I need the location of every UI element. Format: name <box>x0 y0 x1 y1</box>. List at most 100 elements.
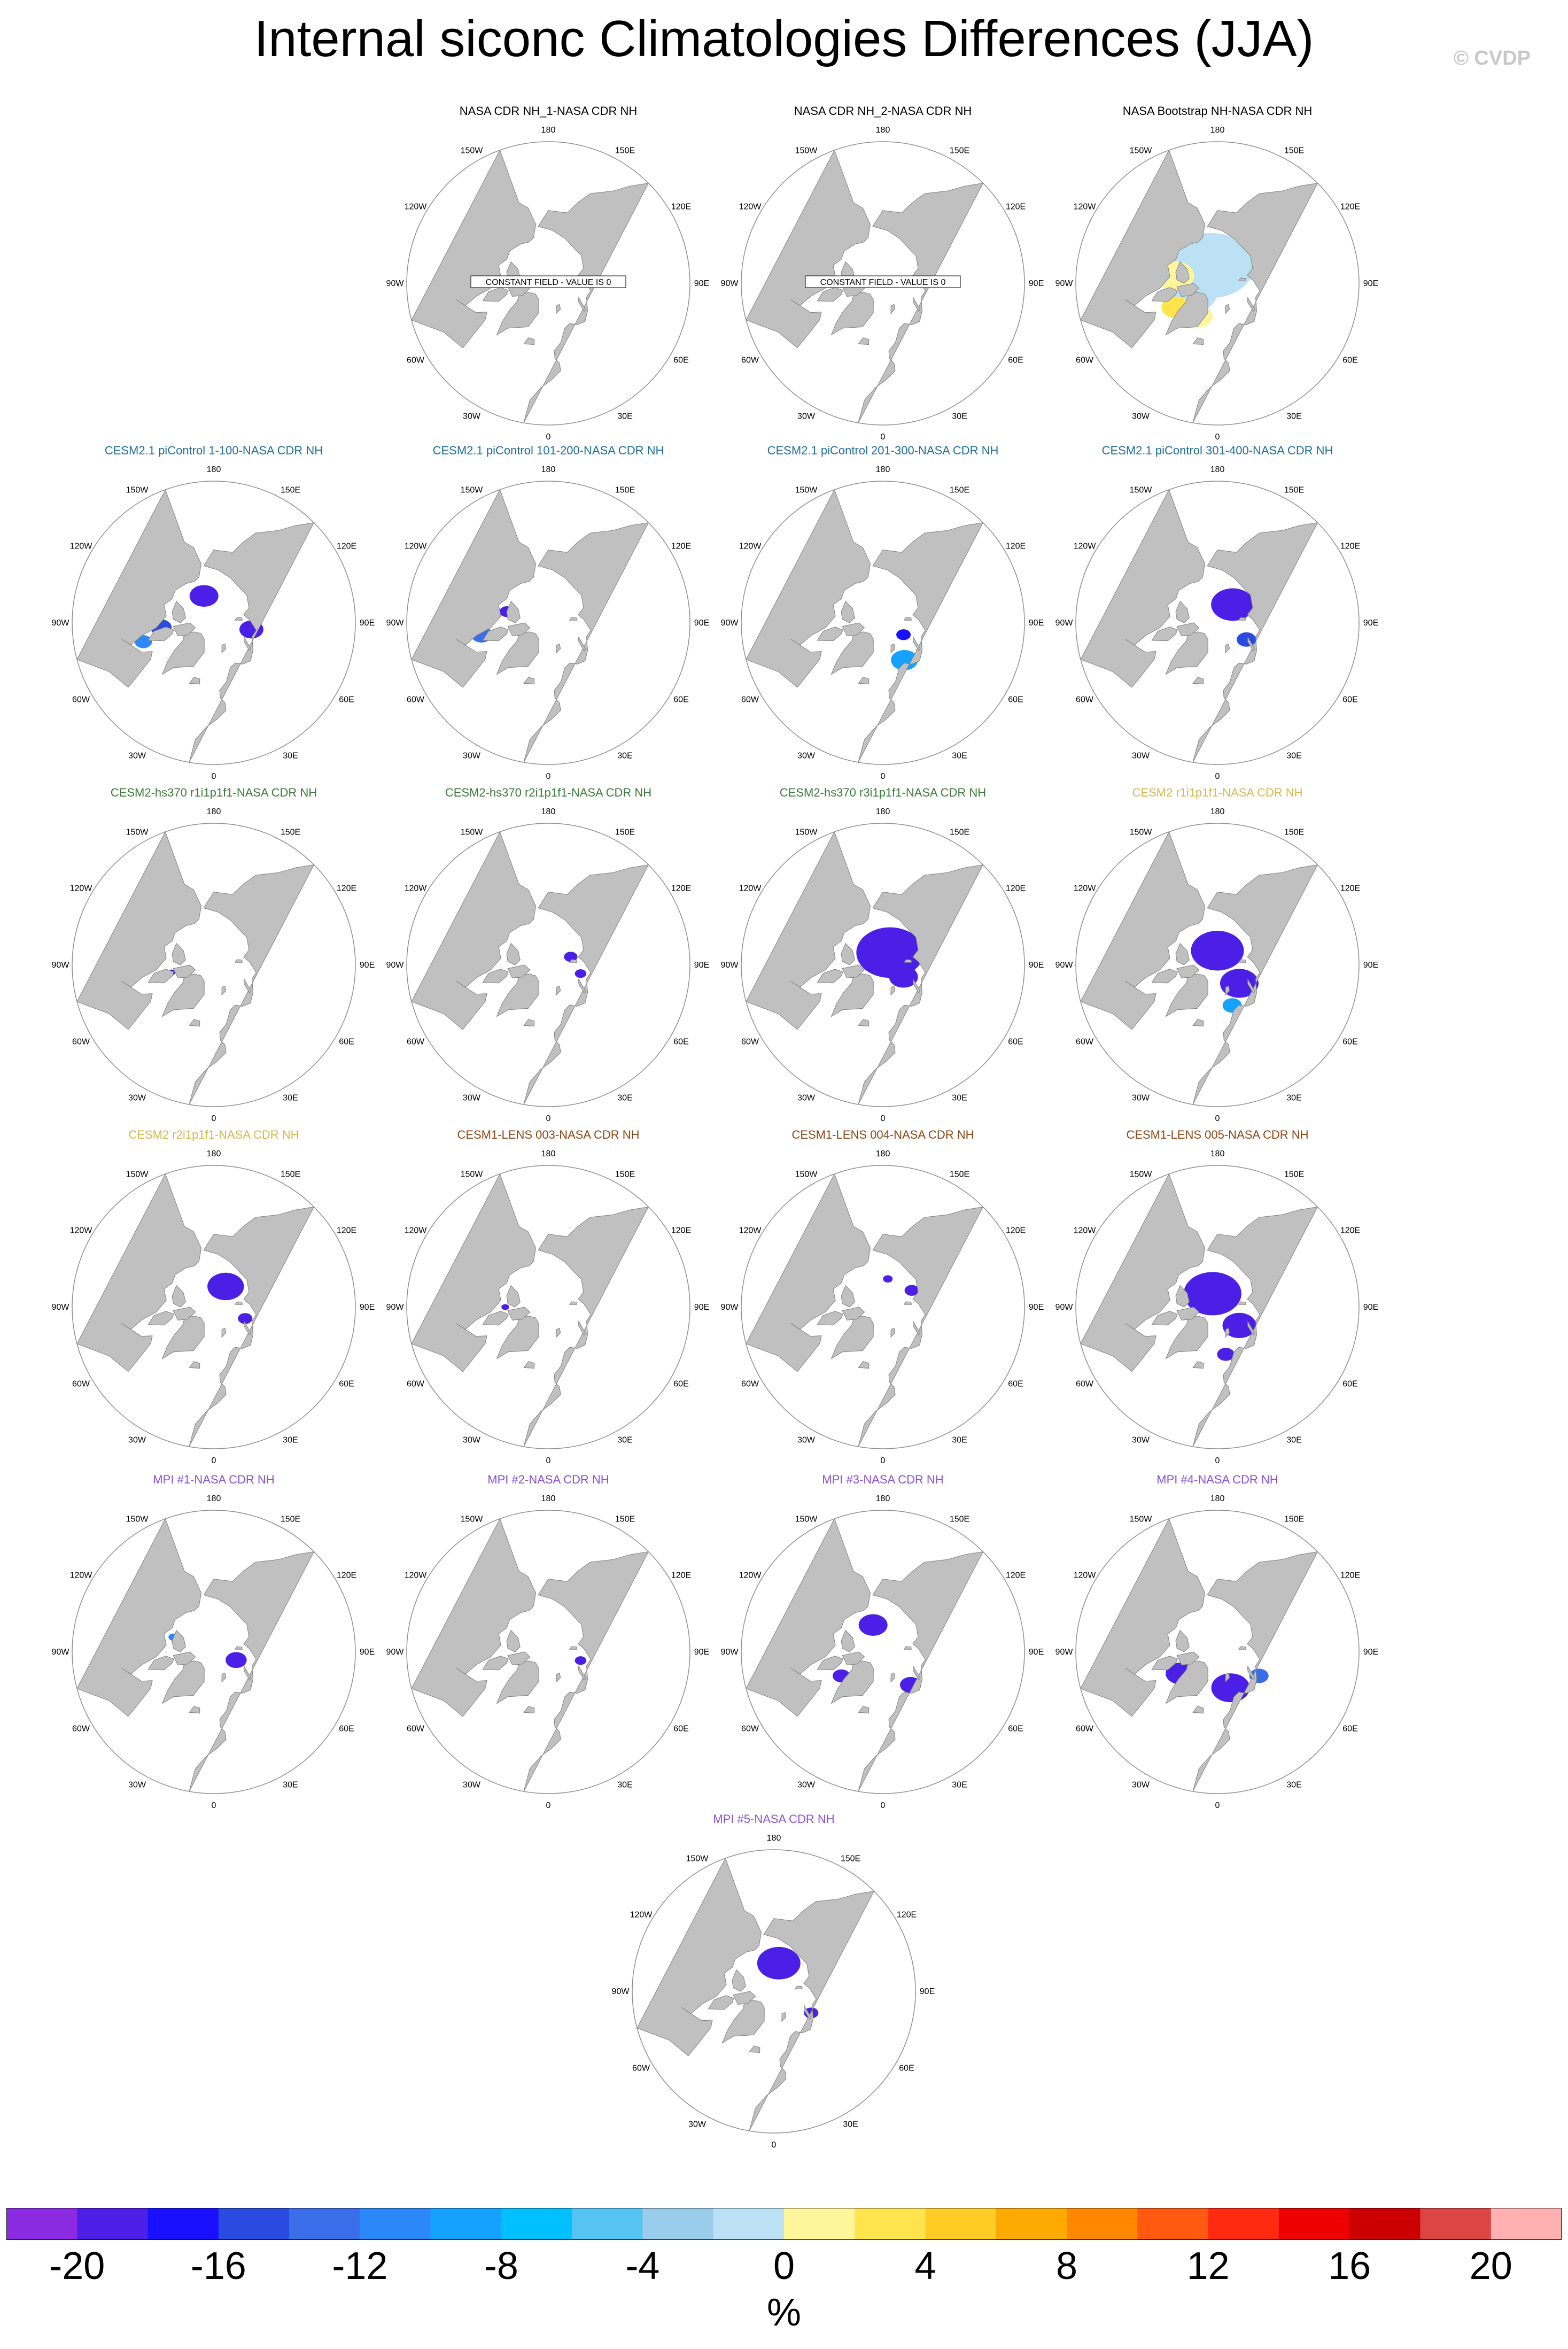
land-mass <box>1225 643 1230 654</box>
longitude-label: 120W <box>739 1571 762 1580</box>
map-boundary <box>741 481 1025 765</box>
longitude-label: 60W <box>72 1725 90 1734</box>
longitude-label: 120W <box>739 1226 762 1235</box>
land-mass <box>1192 1551 1318 1792</box>
land-mass <box>1176 964 1200 979</box>
longitude-label: 120E <box>671 203 691 212</box>
anomaly-patch <box>1217 1348 1235 1361</box>
colorbar-swatch <box>1137 2208 1209 2240</box>
land-mass <box>173 1651 196 1666</box>
longitude-label: 60W <box>407 1038 425 1047</box>
land-mass <box>858 1206 984 1447</box>
panel-title: MPI #5-NASA CDR NH <box>713 1812 835 1826</box>
land-mass <box>507 964 531 979</box>
land-mass <box>903 1646 912 1650</box>
land-mass <box>578 297 586 312</box>
map-panel: MPI #2-NASA CDR NH 180 150E 120E 90E 60E 30E 0 3… <box>377 1473 719 1820</box>
longitude-label: 120E <box>671 884 691 893</box>
longitude-label: 60E <box>1008 356 1023 365</box>
longitude-label: 60E <box>1008 1038 1023 1047</box>
map-panel: CESM2.1 piControl 201-300-NASA CDR NH 180… <box>712 444 1054 791</box>
longitude-label: 90W <box>386 961 405 970</box>
longitude-label: 180 <box>207 465 221 474</box>
longitude-label: 90E <box>1029 1303 1044 1312</box>
polar-map: 180 150E 120E 90E 60E 30E 0 30W 60W 90W 120W 150W <box>721 807 1044 1123</box>
land-mass <box>189 1706 200 1714</box>
longitude-label: 150E <box>281 1515 300 1524</box>
longitude-label: 0 <box>546 432 551 442</box>
longitude-label: 60E <box>339 696 354 705</box>
longitude-label: 150W <box>461 486 484 495</box>
land-mass <box>841 1285 855 1308</box>
land-mass <box>1151 1656 1178 1671</box>
colorbar-tick-label: -4 <box>625 2245 660 2288</box>
land-mass <box>244 1666 252 1681</box>
longitude-label: 90E <box>694 1648 709 1657</box>
longitude-label: 90E <box>360 961 375 970</box>
land-mass <box>506 1629 521 1652</box>
longitude-label: 0 <box>212 1801 216 1810</box>
land-mass <box>1080 1173 1206 1372</box>
land-mass <box>1151 287 1178 302</box>
map-panel: CESM2.1 piControl 101-200-NASA CDR NH 180… <box>377 444 719 791</box>
map-boundary <box>632 1849 916 2134</box>
longitude-label: 90W <box>52 1648 70 1657</box>
land-mass <box>858 864 984 1105</box>
land-mass <box>858 1019 870 1027</box>
land-mass <box>858 677 870 685</box>
longitude-label: 60E <box>673 1725 688 1734</box>
longitude-label: 180 <box>767 1834 781 1843</box>
land-mass <box>1175 261 1190 284</box>
land-mass <box>913 979 921 994</box>
land-mass <box>482 969 509 984</box>
land-mass <box>890 304 896 314</box>
longitude-label: 120W <box>1074 203 1097 212</box>
land-mass <box>858 1706 870 1714</box>
polar-map: 180 150E 120E 90E 60E 30E 0 30W 60W 90W 120W 150W <box>386 1149 710 1465</box>
land-mass <box>189 677 200 685</box>
longitude-label: 120W <box>405 542 428 551</box>
polar-map: 180 150E 120E 90E 60E 30E 0 30W 60W 90W 120W 150W CO… <box>721 126 1044 442</box>
map-panel: MPI #3-NASA CDR NH 180 150E 120E 90E 60E 30E 0 3… <box>712 1473 1054 1820</box>
land-mass <box>1238 1646 1246 1650</box>
longitude-label: 180 <box>1210 126 1225 135</box>
land-mass <box>1175 942 1190 965</box>
land-mass <box>746 831 871 1030</box>
longitude-label: 60E <box>1342 1380 1357 1389</box>
panel-title: CESM1-LENS 003-NASA CDR NH <box>457 1128 640 1141</box>
longitude-label: 60E <box>1008 1380 1023 1389</box>
anomaly-patch <box>858 1614 888 1636</box>
polar-map: 180 150E 120E 90E 60E 30E 0 30W 60W 90W 120W 150W <box>1055 465 1379 781</box>
land-mass <box>842 622 865 637</box>
longitude-label: 30W <box>797 412 816 421</box>
map-panel: CESM1-LENS 005-NASA CDR NH 180 150E 120E 90E… <box>1046 1128 1388 1475</box>
constant-field-box <box>805 275 961 288</box>
longitude-label: 90W <box>721 1303 739 1312</box>
land-mass <box>1151 969 1178 984</box>
longitude-label: 30E <box>283 752 298 761</box>
land-mass <box>569 617 577 621</box>
map-panel: CESM2 r1i1p1f1-NASA CDR NH 180 150E 120E 90E… <box>1046 786 1388 1133</box>
panel-title: NASA Bootstrap NH-NASA CDR NH <box>1122 104 1313 118</box>
land-mass <box>708 1995 734 2010</box>
longitude-label: 180 <box>876 465 890 474</box>
longitude-label: 60E <box>1342 356 1357 365</box>
land-mass <box>1080 489 1206 688</box>
map-boundary <box>1075 1510 1360 1794</box>
land-mass <box>556 1327 561 1338</box>
land-mass <box>830 1660 874 1704</box>
land-mass <box>244 1321 252 1336</box>
anomaly-patch <box>889 966 918 988</box>
land-mass <box>1165 292 1208 336</box>
longitude-label: 150W <box>795 146 818 156</box>
longitude-label: 150W <box>1130 1515 1153 1524</box>
longitude-label: 180 <box>876 1149 890 1158</box>
polar-map: 180 150E 120E 90E 60E 30E 0 30W 60W 90W 120W 150W CO… <box>386 126 710 442</box>
longitude-label: 90W <box>386 619 405 628</box>
colorbar-tick-label: -16 <box>190 2245 246 2288</box>
land-mass <box>523 677 535 685</box>
land-mass <box>1225 985 1230 996</box>
longitude-label: 90W <box>721 1648 739 1657</box>
constant-field-label: CONSTANT FIELD - VALUE IS 0 <box>486 278 611 287</box>
land-mass <box>172 1629 186 1652</box>
